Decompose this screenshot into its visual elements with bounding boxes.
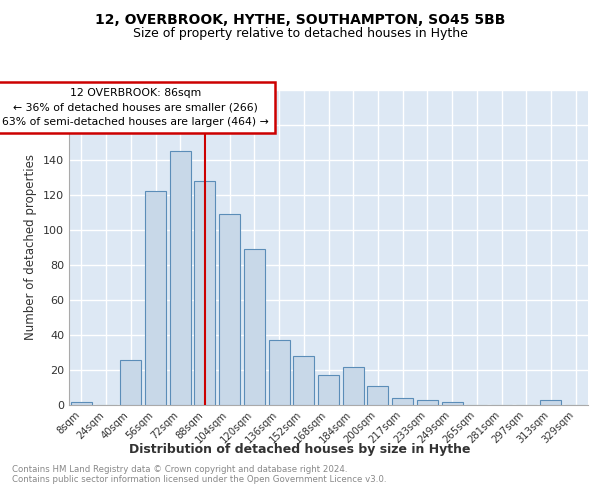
Bar xyxy=(293,356,314,405)
Y-axis label: Number of detached properties: Number of detached properties xyxy=(25,154,37,340)
Text: 12, OVERBROOK, HYTHE, SOUTHAMPTON, SO45 5BB: 12, OVERBROOK, HYTHE, SOUTHAMPTON, SO45 … xyxy=(95,12,505,26)
Bar xyxy=(120,360,141,405)
Bar xyxy=(417,400,438,405)
Bar xyxy=(343,366,364,405)
Bar xyxy=(318,375,339,405)
Bar xyxy=(219,214,240,405)
Bar xyxy=(269,340,290,405)
Bar xyxy=(367,386,388,405)
Bar xyxy=(170,151,191,405)
Text: 12 OVERBROOK: 86sqm
← 36% of detached houses are smaller (266)
63% of semi-detac: 12 OVERBROOK: 86sqm ← 36% of detached ho… xyxy=(2,88,269,128)
Bar xyxy=(392,398,413,405)
Bar xyxy=(244,249,265,405)
Bar xyxy=(145,192,166,405)
Bar xyxy=(71,402,92,405)
Bar xyxy=(541,400,562,405)
Bar xyxy=(194,181,215,405)
Bar xyxy=(442,402,463,405)
Text: Size of property relative to detached houses in Hythe: Size of property relative to detached ho… xyxy=(133,28,467,40)
Text: Distribution of detached houses by size in Hythe: Distribution of detached houses by size … xyxy=(129,442,471,456)
Text: Contains HM Land Registry data © Crown copyright and database right 2024.
Contai: Contains HM Land Registry data © Crown c… xyxy=(12,465,386,484)
